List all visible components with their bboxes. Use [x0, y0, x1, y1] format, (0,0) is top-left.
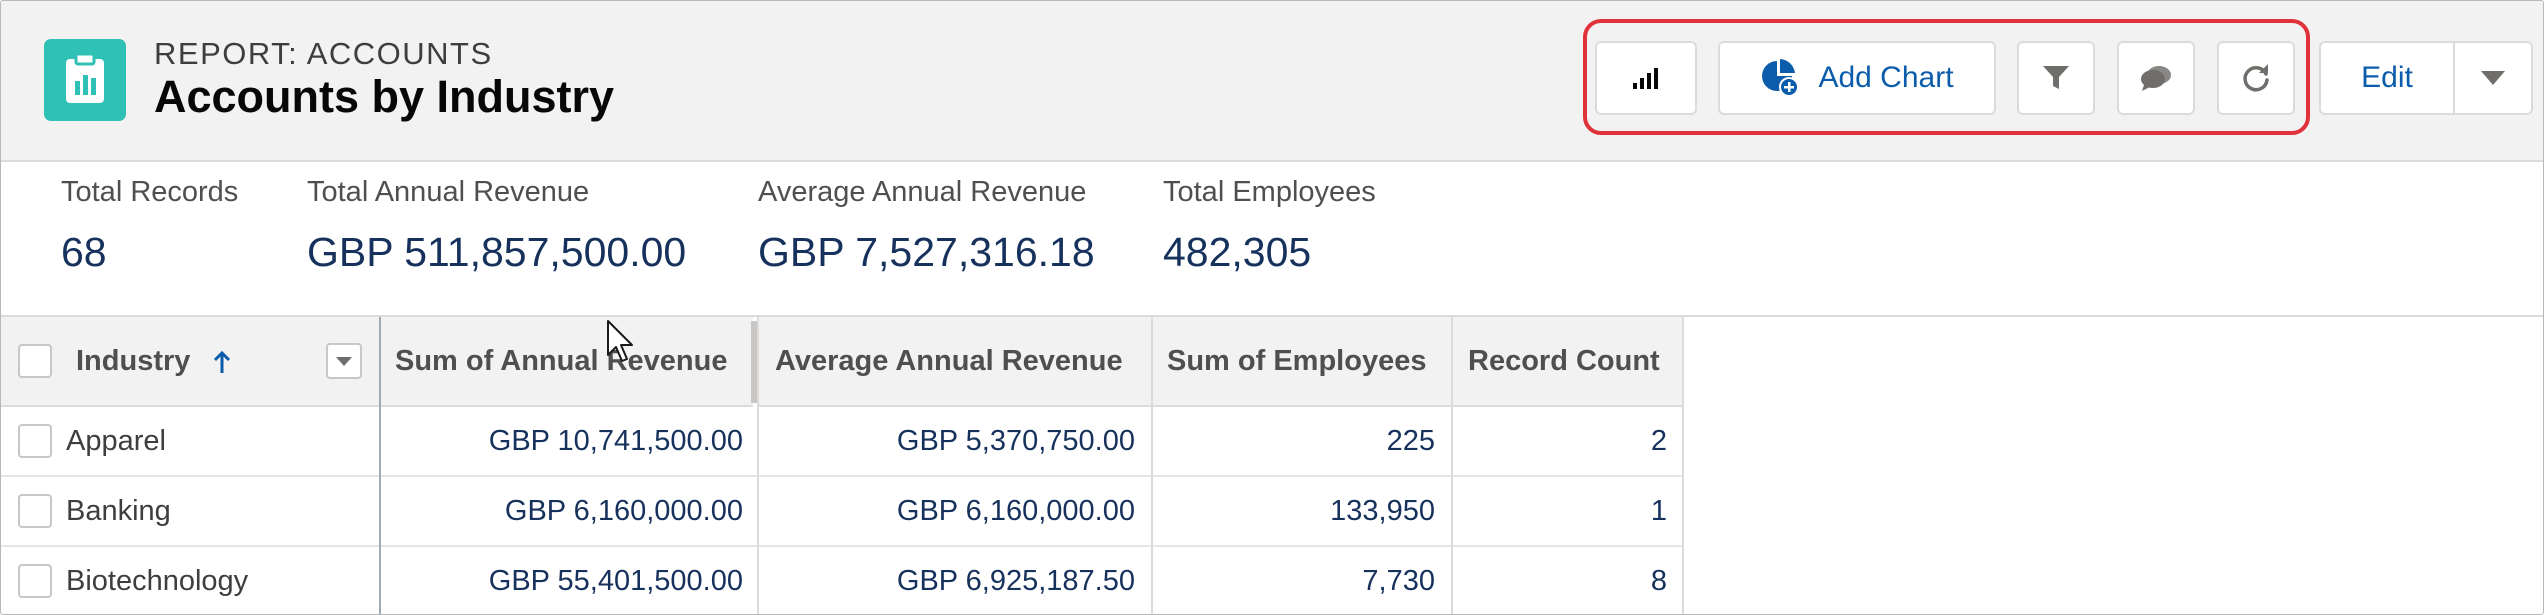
table-row[interactable]: Banking GBP 6,160,000.00 GBP 6,160,000.0…: [1, 477, 1684, 547]
cell-sum-annual-revenue: GBP 6,160,000.00: [504, 494, 743, 527]
summary-value-total-employees: 482,305: [1163, 229, 1312, 275]
toggle-chart-button[interactable]: [1595, 41, 1697, 115]
column-divider: [1682, 317, 1684, 614]
filter-button[interactable]: [2017, 41, 2095, 115]
refresh-button[interactable]: [2217, 41, 2295, 115]
summary-label-average-revenue: Average Annual Revenue: [758, 176, 1087, 208]
chevron-down-icon: [2481, 71, 2505, 85]
cell-industry: Banking: [66, 494, 171, 527]
comments-button[interactable]: [2117, 41, 2195, 115]
column-divider: [1151, 317, 1153, 614]
column-label-sum-employees: Sum of Employees: [1167, 344, 1427, 377]
pie-chart-add-icon: [1762, 59, 1800, 97]
table-row[interactable]: Apparel GBP 10,741,500.00 GBP 5,370,750.…: [1, 407, 1684, 477]
summary-value-total-records: 68: [61, 229, 107, 275]
cell-average-annual-revenue: GBP 6,925,187.50: [896, 564, 1135, 597]
report-type-label: REPORT: ACCOUNTS: [154, 36, 493, 71]
row-checkbox[interactable]: [18, 494, 52, 528]
cell-record-count: 8: [1650, 564, 1667, 597]
add-chart-button[interactable]: Add Chart: [1718, 41, 1996, 115]
column-label-average-annual-revenue: Average Annual Revenue: [775, 344, 1123, 377]
cell-sum-employees: 133,950: [1330, 494, 1435, 527]
column-header-sum-employees[interactable]: Sum of Employees: [1153, 317, 1453, 407]
toolbar-highlight: [1583, 19, 2310, 135]
cell-average-annual-revenue: GBP 5,370,750.00: [896, 424, 1135, 457]
grouping-column-divider: [379, 317, 381, 614]
column-header-industry[interactable]: Industry: [1, 317, 379, 407]
column-header-average-annual-revenue[interactable]: Average Annual Revenue: [759, 317, 1153, 407]
row-checkbox[interactable]: [18, 564, 52, 598]
chevron-down-icon: [336, 356, 352, 366]
column-label-sum-annual-revenue: Sum of Annual Revenue: [395, 344, 728, 377]
column-menu-button[interactable]: [326, 343, 362, 379]
column-resize-handle[interactable]: [751, 321, 757, 403]
bar-chart-icon: [1633, 68, 1658, 89]
summary-label-total-employees: Total Employees: [1163, 176, 1376, 208]
report-clipboard-icon: [44, 39, 126, 121]
summary-label-total-revenue: Total Annual Revenue: [307, 176, 590, 208]
summary-divider: [1, 315, 2543, 317]
column-label-industry: Industry: [76, 344, 191, 377]
row-checkbox[interactable]: [18, 424, 52, 458]
refresh-icon: [2243, 64, 2269, 92]
page-title: Accounts by Industry: [154, 71, 615, 122]
mouse-cursor-icon: [607, 320, 633, 362]
report-header: REPORT: ACCOUNTS Accounts by Industry Ad…: [1, 1, 2543, 162]
chat-bubbles-icon: [2141, 66, 2171, 91]
cell-sum-employees: 225: [1386, 424, 1435, 457]
column-header-sum-annual-revenue[interactable]: Sum of Annual Revenue: [381, 317, 753, 407]
cell-sum-annual-revenue: GBP 10,741,500.00: [488, 424, 743, 457]
column-header-record-count[interactable]: Record Count: [1453, 317, 1684, 407]
cell-industry: Biotechnology: [66, 564, 249, 597]
summary-value-average-revenue: GBP 7,527,316.18: [758, 229, 1095, 275]
filter-icon: [2043, 66, 2069, 89]
column-divider: [1451, 317, 1453, 614]
cell-record-count: 2: [1650, 424, 1667, 457]
summary-value-total-revenue: GBP 511,857,500.00: [307, 229, 687, 275]
summary-label-total-records: Total Records: [61, 176, 239, 208]
more-actions-button[interactable]: [2453, 41, 2533, 115]
edit-label: Edit: [2361, 61, 2413, 94]
table-row[interactable]: Biotechnology GBP 55,401,500.00 GBP 6,92…: [1, 547, 1684, 614]
cell-industry: Apparel: [66, 424, 166, 457]
sort-ascending-icon: [213, 351, 231, 373]
select-all-checkbox[interactable]: [18, 344, 52, 378]
cell-sum-employees: 7,730: [1362, 564, 1435, 597]
column-divider: [757, 317, 759, 614]
cell-average-annual-revenue: GBP 6,160,000.00: [896, 494, 1135, 527]
column-label-record-count: Record Count: [1468, 344, 1660, 377]
cell-sum-annual-revenue: GBP 55,401,500.00: [488, 564, 743, 597]
cell-record-count: 1: [1650, 494, 1667, 527]
add-chart-label: Add Chart: [1818, 61, 1954, 94]
edit-button[interactable]: Edit: [2319, 41, 2455, 115]
